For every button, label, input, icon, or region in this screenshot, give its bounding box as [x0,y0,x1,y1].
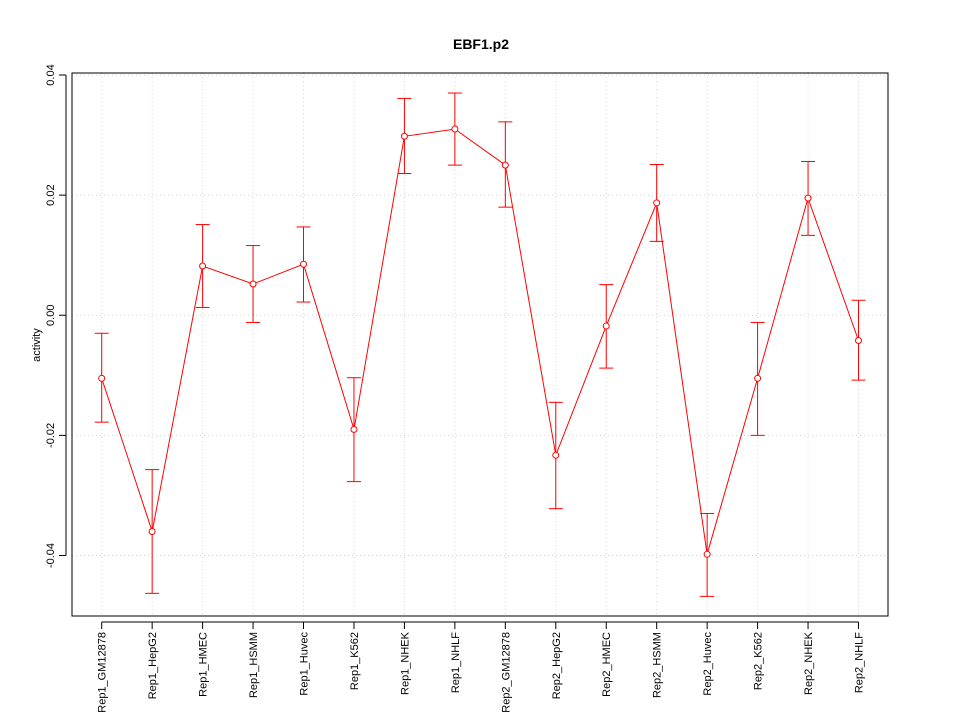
y-axis: -0.04 -0.02 0.00 0.02 0.04 [45,64,67,568]
y-tick-label: -0.04 [45,543,57,568]
x-axis: Rep1_GM12878 Rep1_HepG2 Rep1_HMEC Rep1_HSMM… [97,621,866,713]
data-point [552,451,560,459]
y-tick-label: -0.02 [45,423,57,448]
data-point [703,550,711,558]
data-point [350,425,358,433]
x-tick-label: Rep2_GM12878 [500,632,512,713]
x-tick-label: Rep2_HMEC [601,632,613,697]
data-point [148,527,156,535]
x-tick-label: Rep1_K562 [349,632,361,690]
data-point [602,322,610,330]
data-point [754,374,762,382]
plot-frame [71,72,889,617]
x-tick-label: Rep2_NHLF [854,632,866,693]
y-axis-label: activity [31,328,43,362]
x-tick-label: Rep2_HSMM [652,632,664,698]
y-tick-label: 0.04 [45,64,57,85]
data-point [400,132,408,140]
y-tick-label: 0.02 [45,184,57,205]
series-line [101,128,859,555]
x-tick-label: Rep1_HepG2 [147,632,159,699]
grid [72,73,888,616]
x-tick-label: Rep1_NHEK [399,631,411,695]
x-tick-label: Rep2_K562 [753,632,765,690]
x-tick-label: Rep1_HSMM [248,632,260,698]
data-point [249,280,257,288]
data-point [653,199,661,207]
x-tick-label: Rep1_NHLF [450,632,462,693]
y-tick-label: 0.00 [45,305,57,326]
x-tick-label: Rep2_NHEK [803,631,815,695]
data-point [199,262,207,270]
data-point [855,336,862,344]
x-tick-label: Rep2_HepG2 [551,632,563,699]
data-point [98,374,106,382]
data-point [501,161,509,169]
x-tick-label: Rep1_Huvec [299,632,311,696]
data-point [804,194,812,202]
x-tick-label: Rep1_HMEC [198,632,210,697]
x-tick-label: Rep2_Huvec [702,632,714,696]
chart-title: EBF1.p2 [453,36,509,52]
data-series [94,92,866,597]
data-point [300,260,308,268]
data-point [451,125,459,133]
x-tick-label: Rep1_GM12878 [97,632,109,713]
